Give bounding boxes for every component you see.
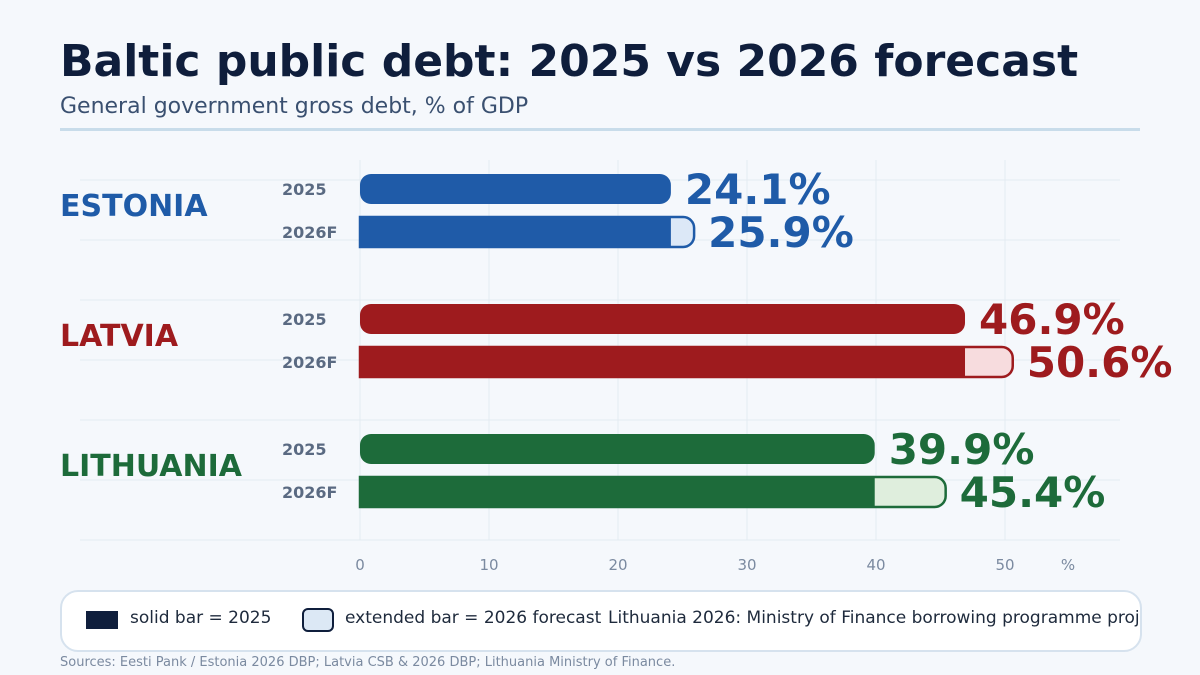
value-label: 50.6% [1027, 338, 1173, 387]
bar-2025 [360, 304, 966, 334]
value-label: 24.1% [685, 165, 831, 214]
country-label: ESTONIA [60, 189, 208, 224]
x-tick-label: 30 [737, 556, 756, 574]
legend-extended-label: extended bar = 2026 forecast [345, 608, 602, 628]
value-label: 39.9% [889, 425, 1035, 474]
value-label: 46.9% [979, 295, 1125, 344]
bar-2026-base [360, 477, 875, 507]
bar-2026-base [360, 347, 966, 377]
legend-solid-swatch [86, 611, 118, 629]
x-axis-unit: % [1061, 556, 1075, 574]
legend-extended-swatch [302, 608, 334, 632]
chart-title: Baltic public debt: 2025 vs 2026 forecas… [60, 36, 1079, 87]
value-label: 25.9% [708, 208, 854, 257]
year-label: 2026F [282, 353, 337, 372]
legend: solid bar = 2025 extended bar = 2026 for… [60, 590, 1142, 652]
source-note: Sources: Eesti Pank / Estonia 2026 DBP; … [60, 655, 676, 670]
x-tick-label: 50 [995, 556, 1014, 574]
year-label: 2025 [282, 440, 327, 459]
x-tick-label: 20 [608, 556, 627, 574]
x-tick-label: 0 [355, 556, 365, 574]
bar-chart: 0 10 20 30 40 50 % ESTONIA 2025 2026F 24.1%25.9% LA… [60, 160, 1173, 574]
country-label: LATVIA [60, 319, 179, 354]
x-tick-label: 10 [479, 556, 498, 574]
title-divider [60, 128, 1140, 131]
bar-2025 [360, 174, 671, 204]
legend-solid-label: solid bar = 2025 [130, 608, 272, 628]
chart-subtitle: General government gross debt, % of GDP [60, 94, 529, 119]
year-label: 2025 [282, 310, 327, 329]
bar-2026-base [360, 217, 671, 247]
year-label: 2026F [282, 223, 337, 242]
year-label: 2026F [282, 483, 337, 502]
x-tick-label: 40 [866, 556, 885, 574]
legend-note: Lithuania 2026: Ministry of Finance borr… [608, 608, 1142, 628]
country-label: LITHUANIA [60, 449, 243, 484]
year-label: 2025 [282, 180, 327, 199]
bar-2025 [360, 434, 875, 464]
value-label: 45.4% [960, 468, 1106, 517]
